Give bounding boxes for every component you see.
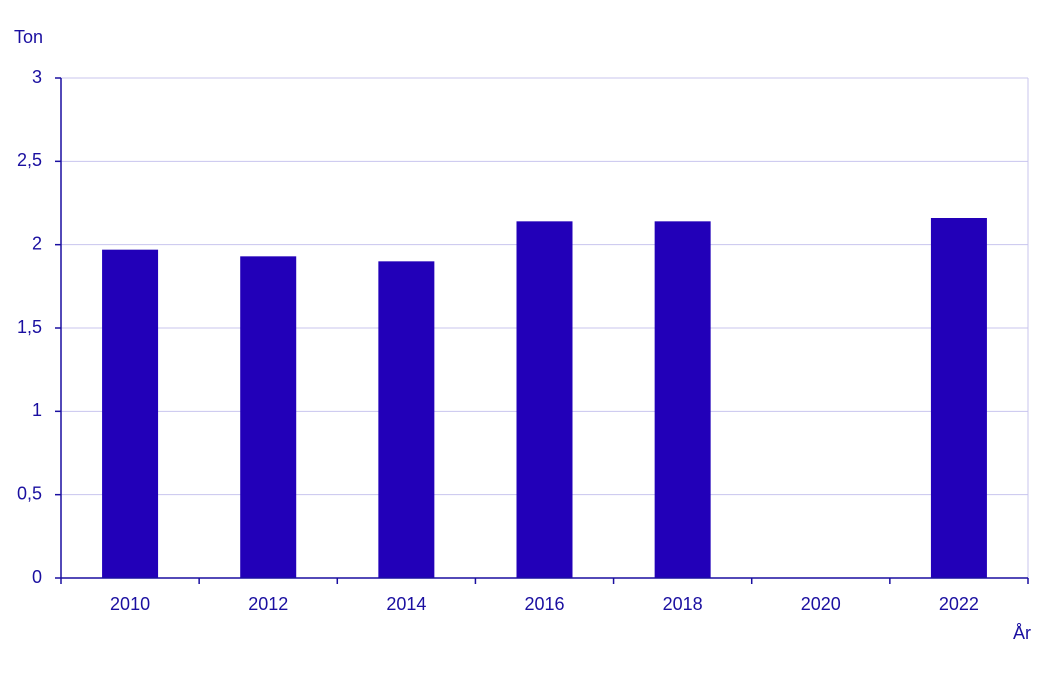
x-tick-label: 2016 xyxy=(524,594,564,614)
bar xyxy=(516,221,573,579)
bar xyxy=(654,221,711,579)
bar xyxy=(378,261,435,578)
y-tick-label: 1 xyxy=(32,400,42,420)
bar xyxy=(930,218,987,578)
x-tick-label: 2010 xyxy=(110,594,150,614)
x-tick-label: 2012 xyxy=(248,594,288,614)
y-tick-label: 3 xyxy=(32,67,42,87)
x-tick-label: 2020 xyxy=(801,594,841,614)
bar xyxy=(102,249,159,578)
y-tick-label: 1,5 xyxy=(17,317,42,337)
y-tick-label: 2 xyxy=(32,233,42,253)
x-axis-label: År xyxy=(1013,623,1031,643)
bar xyxy=(240,256,297,578)
x-tick-label: 2022 xyxy=(939,594,979,614)
y-tick-label: 0,5 xyxy=(17,483,42,503)
y-tick-label: 2,5 xyxy=(17,150,42,170)
y-tick-label: 0 xyxy=(32,567,42,587)
x-tick-label: 2018 xyxy=(663,594,703,614)
x-tick-label: 2014 xyxy=(386,594,426,614)
y-axis-label: Ton xyxy=(14,27,43,47)
